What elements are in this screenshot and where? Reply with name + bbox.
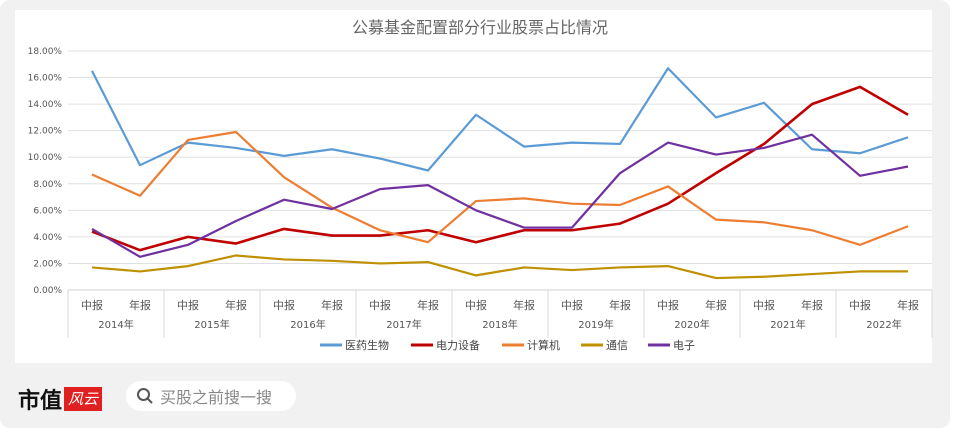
x-tick-label: 年报 xyxy=(609,298,631,312)
legend-label: 电子 xyxy=(673,339,695,352)
series-line-电力设备 xyxy=(91,85,909,252)
x-tick-label: 中报 xyxy=(81,298,103,312)
x-tick-label: 年报 xyxy=(321,298,343,312)
x-tick-label: 年报 xyxy=(417,298,439,312)
x-tick-label: 中报 xyxy=(657,298,679,312)
x-tick-label: 中报 xyxy=(369,298,391,312)
brand-logo[interactable]: 市值 风云 xyxy=(18,383,103,415)
chart-card xyxy=(15,10,932,363)
y-tick-label: 6.00% xyxy=(33,206,62,216)
legend-label: 通信 xyxy=(606,339,628,352)
x-tick-label: 中报 xyxy=(561,298,583,312)
legend-label: 医药生物 xyxy=(345,338,389,352)
x-group-label: 2014年 xyxy=(98,318,133,331)
legend-label: 计算机 xyxy=(527,338,560,352)
y-tick-label: 0.00% xyxy=(33,286,62,296)
x-tick-label: 中报 xyxy=(753,298,775,312)
x-tick-label: 年报 xyxy=(801,298,823,312)
y-tick-label: 8.00% xyxy=(33,180,62,190)
x-tick-label: 年报 xyxy=(897,298,919,312)
search-box[interactable]: 买股之前搜一搜 xyxy=(126,381,296,411)
x-tick-label: 年报 xyxy=(225,298,247,312)
x-group-label: 2015年 xyxy=(194,318,229,331)
legend-label: 电力设备 xyxy=(436,338,480,352)
x-group-label: 2019年 xyxy=(578,318,613,331)
series-line-电子 xyxy=(91,133,909,258)
x-group-label: 2020年 xyxy=(674,318,709,331)
logo-text: 市值 xyxy=(18,388,63,414)
y-tick-label: 16.00% xyxy=(28,74,63,84)
y-tick-label: 18.00% xyxy=(28,47,63,57)
series-line-医药生物 xyxy=(91,67,909,172)
y-tick-label: 12.00% xyxy=(28,127,63,137)
y-tick-label: 2.00% xyxy=(33,259,62,269)
x-tick-label: 中报 xyxy=(177,298,199,312)
y-tick-label: 4.00% xyxy=(33,233,62,243)
search-placeholder: 买股之前搜一搜 xyxy=(160,388,273,407)
search-icon xyxy=(137,388,153,404)
x-tick-label: 年报 xyxy=(129,298,151,312)
series-line-通信 xyxy=(91,254,908,280)
logo-box: 风云 xyxy=(64,387,103,411)
y-tick-label: 10.00% xyxy=(28,153,63,163)
x-tick-label: 中报 xyxy=(849,298,871,312)
x-group-label: 2021年 xyxy=(770,318,805,331)
x-group-label: 2018年 xyxy=(482,318,517,331)
series-line-计算机 xyxy=(91,130,909,246)
x-tick-label: 年报 xyxy=(705,298,727,312)
chart-title: 公募基金配置部分行业股票占比情况 xyxy=(352,18,608,37)
x-group-label: 2022年 xyxy=(866,318,901,331)
x-tick-label: 中报 xyxy=(273,298,295,312)
x-tick-label: 年报 xyxy=(513,298,535,312)
x-group-label: 2016年 xyxy=(290,318,325,331)
y-tick-label: 14.00% xyxy=(28,100,63,110)
x-tick-label: 中报 xyxy=(465,298,487,312)
x-group-label: 2017年 xyxy=(386,318,421,331)
